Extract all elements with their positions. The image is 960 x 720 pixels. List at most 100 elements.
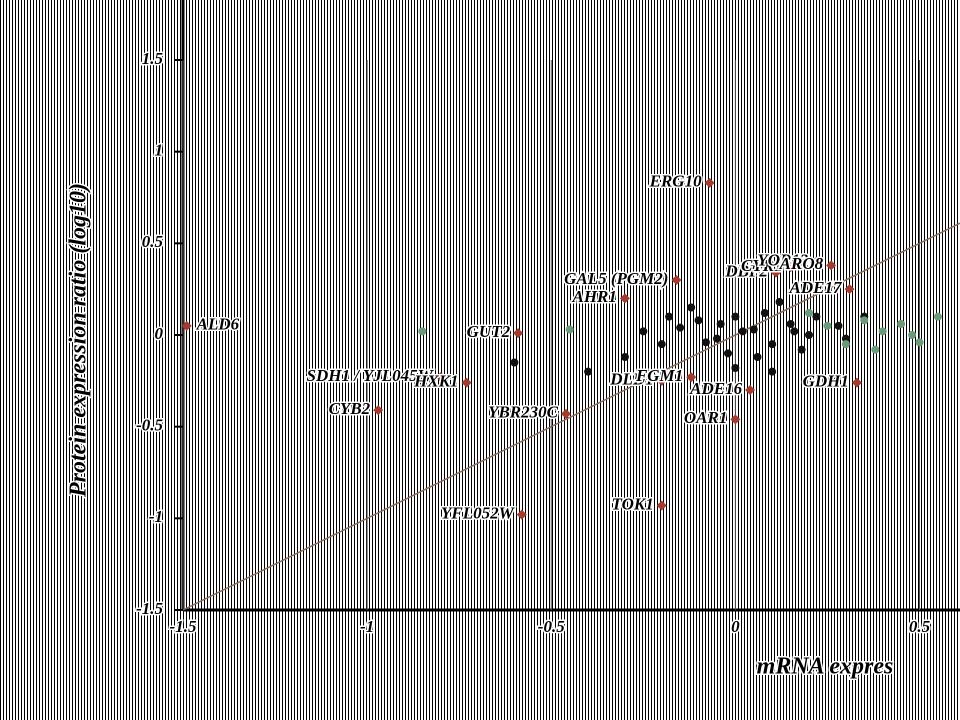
point: [510, 358, 519, 367]
y-tick-label: 1: [155, 141, 164, 160]
point: [841, 340, 850, 349]
point-label: GUT2: [467, 322, 511, 341]
point: [584, 367, 593, 376]
x-tick-label: -0.5: [538, 617, 565, 636]
y-tick-label: -1.5: [136, 599, 163, 618]
x-tick-label: 0.5: [909, 617, 931, 636]
point-label: ERG10: [649, 172, 702, 191]
y-tick-label: 1.5: [142, 49, 164, 68]
point: [841, 334, 850, 343]
point: [749, 325, 758, 334]
point: [694, 316, 703, 325]
point: [656, 500, 667, 511]
point: [760, 309, 769, 317]
point: [745, 385, 756, 395]
x-tick-label: 0: [731, 617, 740, 636]
point: [786, 320, 795, 328]
point-label: DBP2: [724, 262, 768, 281]
point: [823, 321, 832, 330]
point-label: TOK1: [612, 494, 654, 513]
point: [797, 345, 806, 354]
point-label: ADE17: [789, 278, 843, 297]
point: [785, 262, 796, 273]
point-label: FGM1: [635, 366, 683, 385]
point: [805, 331, 814, 339]
point: [770, 267, 781, 278]
point-label: HXK1: [413, 372, 458, 391]
point-label: CYR1: [741, 256, 783, 275]
point-label: AHR1: [571, 287, 616, 306]
point: [619, 293, 630, 304]
x-tick-label: -1.5: [170, 617, 197, 636]
point-label: YBR230C: [488, 403, 559, 422]
x-axis-title: mRNA expres: [757, 654, 894, 680]
point: [676, 323, 685, 332]
y-tick-label: 0.5: [142, 232, 164, 251]
point: [657, 340, 666, 349]
point: [812, 312, 821, 321]
point: [656, 375, 667, 386]
point: [897, 320, 906, 328]
point: [704, 177, 715, 188]
point: [712, 334, 721, 343]
point: [860, 316, 869, 325]
point: [671, 275, 682, 285]
point: [181, 320, 192, 331]
point: [844, 284, 855, 295]
y-tick-label: -1: [149, 507, 163, 526]
point: [878, 327, 887, 336]
y-tick-label: 0: [155, 324, 164, 343]
point: [768, 340, 777, 349]
point-label: YOR13: [757, 251, 809, 270]
point-label: OAR1: [684, 408, 727, 427]
point: [731, 312, 740, 321]
point: [933, 312, 942, 321]
point-label: SDH1 / YJL045W: [307, 366, 435, 385]
point: [373, 405, 384, 416]
point-label: YFL052W: [441, 504, 516, 523]
point: [915, 338, 924, 347]
point: [871, 345, 880, 354]
point-label: DLD1: [609, 370, 653, 389]
point: [435, 372, 446, 383]
point: [731, 364, 740, 372]
point: [753, 353, 762, 361]
point: [665, 312, 674, 321]
point-label: GAL5 (PGM2): [564, 269, 668, 288]
point-label: GDH1: [803, 372, 849, 391]
point-label: ADE16: [689, 379, 742, 398]
y-tick-label: -0.5: [136, 416, 163, 435]
point: [805, 309, 814, 317]
y-axis-title: Protein expression ratio (log10): [66, 183, 92, 498]
diagonal: [182, 222, 960, 611]
point: [461, 377, 472, 388]
x-tick-label: -1: [360, 617, 374, 636]
point: [513, 328, 524, 339]
point: [834, 321, 843, 330]
point: [811, 256, 822, 267]
point: [620, 353, 629, 361]
point: [768, 367, 777, 376]
point: [738, 327, 747, 336]
point: [730, 414, 741, 425]
point-label: ALD6: [196, 315, 240, 334]
point: [701, 338, 710, 347]
point: [686, 372, 697, 383]
point: [775, 298, 784, 306]
point-label: CYB2: [329, 399, 371, 418]
point: [560, 408, 571, 419]
point: [565, 325, 574, 334]
point-label: ARO8: [779, 254, 824, 273]
point: [724, 349, 733, 358]
point: [639, 327, 648, 336]
point: [908, 331, 917, 339]
point: [826, 260, 837, 271]
point: [516, 509, 527, 520]
point: [418, 327, 427, 336]
point: [790, 327, 799, 336]
point: [687, 303, 696, 312]
point: [716, 320, 725, 328]
point: [851, 377, 862, 388]
